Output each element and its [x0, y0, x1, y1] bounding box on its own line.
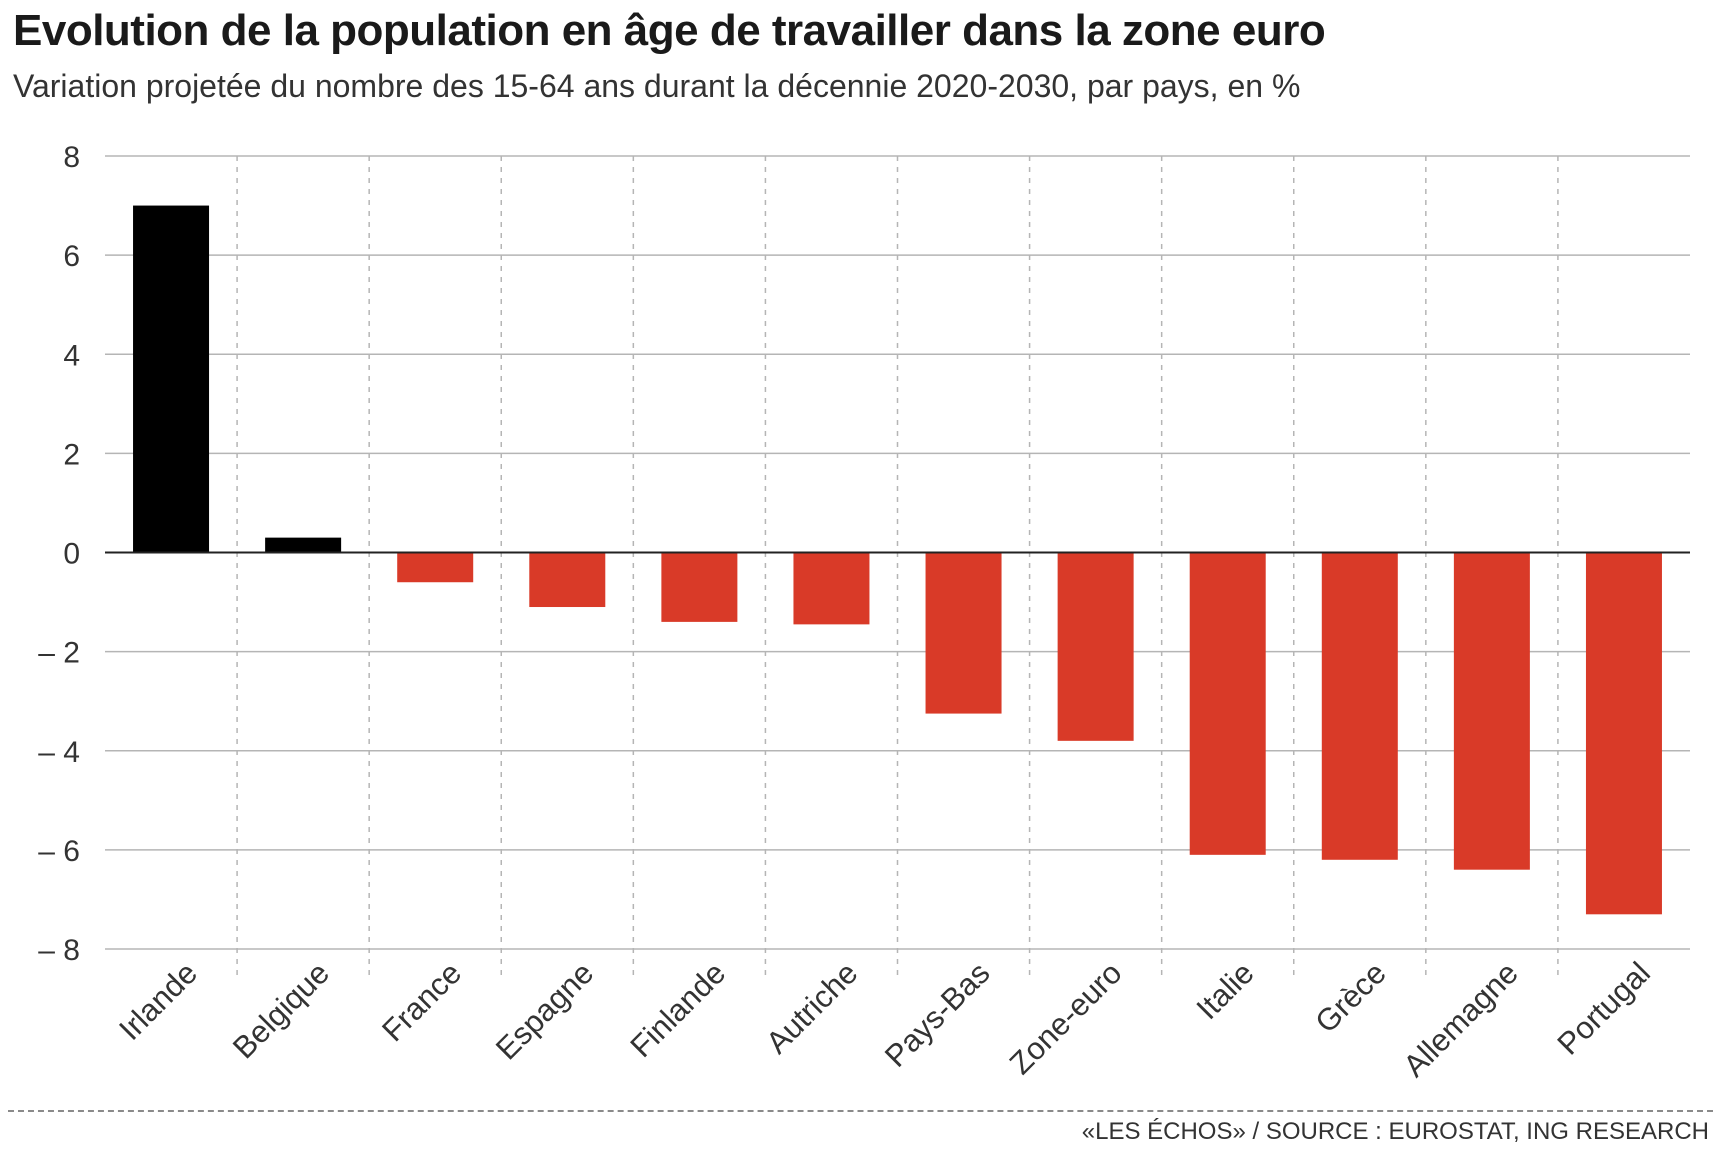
- vertical-gridlines: [236, 156, 1559, 979]
- bar-allemagne: [1453, 552, 1530, 870]
- x-tick-label: Grèce: [1308, 955, 1392, 1039]
- y-tick-label: 6: [63, 240, 80, 273]
- y-tick-label: 0: [63, 538, 80, 571]
- y-tick-label: – 8: [38, 934, 80, 967]
- x-tick-label: Zone-euro: [1003, 955, 1129, 1081]
- x-tick-label: France: [375, 955, 468, 1048]
- bar-espagne: [529, 552, 606, 608]
- bar-gr-ce: [1321, 552, 1398, 860]
- bars: [133, 205, 1662, 915]
- x-tick-label: Finlande: [623, 955, 732, 1064]
- bar-zone-euro: [1057, 552, 1134, 741]
- bar-irlande: [133, 205, 210, 553]
- x-tick-label: Autriche: [759, 955, 864, 1060]
- x-tick-label: Allemagne: [1396, 955, 1524, 1083]
- bar-italie: [1189, 552, 1266, 855]
- y-axis-tick-labels: 8 6 4 2 0 – 2 – 4 – 6 – 8: [38, 141, 80, 967]
- x-tick-label: Portugal: [1551, 955, 1657, 1061]
- x-tick-label: Irlande: [112, 955, 204, 1047]
- chart-title: Evolution de la population en âge de tra…: [13, 6, 1326, 55]
- bar-chart: 8 6 4 2 0 – 2 – 4 – 6 – 8 Irlande Belgique France E…: [38, 141, 1690, 1084]
- chart-subtitle: Variation projetée du nombre des 15-64 a…: [13, 68, 1301, 104]
- x-tick-label: Pays-Bas: [878, 955, 997, 1074]
- bar-pays-bas: [925, 552, 1002, 714]
- x-tick-label: Espagne: [489, 955, 600, 1066]
- y-tick-label: – 2: [38, 637, 80, 670]
- y-tick-label: 8: [63, 141, 80, 174]
- y-tick-label: – 6: [38, 835, 80, 868]
- bar-portugal: [1585, 552, 1662, 915]
- x-tick-label: Italie: [1190, 955, 1261, 1026]
- x-tick-label: Belgique: [226, 955, 336, 1065]
- y-tick-label: 2: [63, 438, 80, 471]
- bar-france: [397, 552, 474, 583]
- y-tick-label: 4: [63, 339, 80, 372]
- footer-separator: [8, 1110, 1713, 1112]
- y-tick-label: – 4: [38, 736, 80, 769]
- bar-finlande: [661, 552, 738, 622]
- source-credit: «LES ÉCHOS» / SOURCE : EUROSTAT, ING RES…: [1081, 1118, 1709, 1145]
- bar-belgique: [265, 537, 342, 553]
- bar-autriche: [793, 552, 870, 625]
